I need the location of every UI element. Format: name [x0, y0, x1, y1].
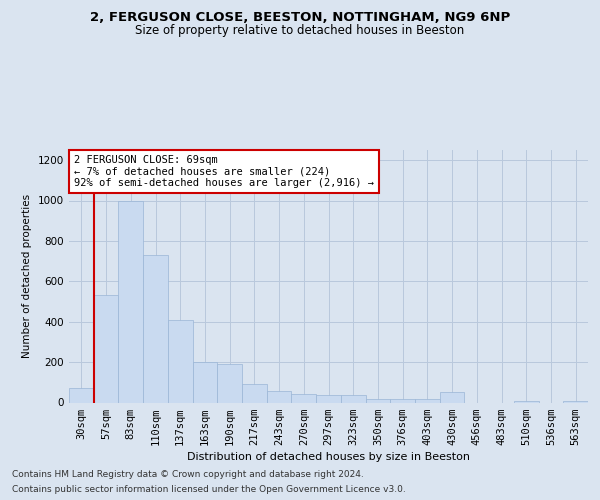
Y-axis label: Number of detached properties: Number of detached properties	[22, 194, 32, 358]
Text: Size of property relative to detached houses in Beeston: Size of property relative to detached ho…	[136, 24, 464, 37]
Bar	[390, 400, 415, 402]
Bar	[168, 320, 193, 402]
Bar	[143, 255, 168, 402]
Text: 2 FERGUSON CLOSE: 69sqm
← 7% of detached houses are smaller (224)
92% of semi-de: 2 FERGUSON CLOSE: 69sqm ← 7% of detached…	[74, 155, 374, 188]
Bar	[514, 401, 539, 402]
Text: Contains public sector information licensed under the Open Government Licence v3: Contains public sector information licen…	[12, 485, 406, 494]
Bar	[193, 362, 217, 403]
Bar	[341, 395, 365, 402]
Bar	[267, 392, 292, 402]
Bar	[316, 396, 341, 402]
Bar	[118, 200, 143, 402]
Text: Contains HM Land Registry data © Crown copyright and database right 2024.: Contains HM Land Registry data © Crown c…	[12, 470, 364, 479]
Bar	[440, 392, 464, 402]
Bar	[415, 400, 440, 402]
Bar	[563, 401, 588, 402]
Bar	[217, 364, 242, 403]
Bar	[69, 388, 94, 402]
Bar	[365, 399, 390, 402]
Bar	[242, 384, 267, 402]
Bar	[292, 394, 316, 402]
X-axis label: Distribution of detached houses by size in Beeston: Distribution of detached houses by size …	[187, 452, 470, 462]
Text: 2, FERGUSON CLOSE, BEESTON, NOTTINGHAM, NG9 6NP: 2, FERGUSON CLOSE, BEESTON, NOTTINGHAM, …	[90, 11, 510, 24]
Bar	[94, 296, 118, 403]
